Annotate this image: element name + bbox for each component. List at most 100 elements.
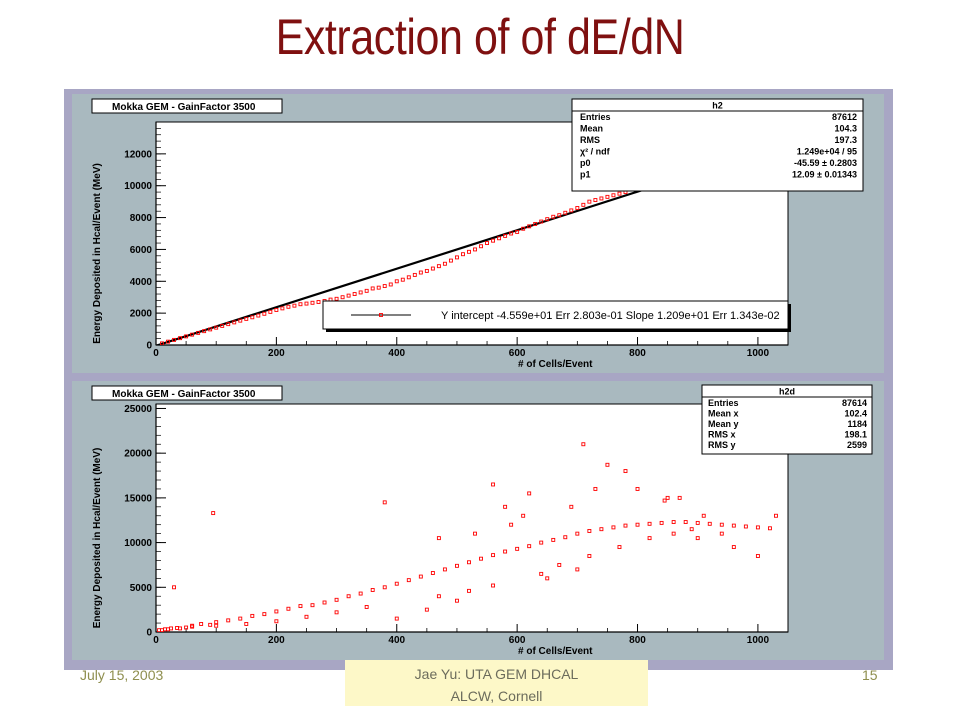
data-layer [157,442,778,632]
data-point [412,272,417,277]
data-point [491,553,496,558]
stats-value: 1184 [847,419,867,429]
y-tick-label: 4000 [130,277,153,288]
stats-value: 1.249e+04 / 95 [797,147,857,157]
data-point [575,531,580,536]
data-point [755,525,760,530]
stats-label: RMS y [708,440,736,450]
data-point [196,330,201,335]
data-point [569,504,574,509]
data-point [352,292,357,296]
data-point [662,498,667,503]
stats-box-title: h2d [779,387,795,397]
data-point [382,500,387,505]
data-point [298,604,303,609]
data-point [184,334,189,339]
data-point [503,233,508,238]
data-point [244,622,249,626]
data-point [406,578,411,583]
data-point [545,217,550,222]
data-point [346,594,351,599]
data-point [533,221,538,226]
data-point [382,284,387,289]
data-point [743,524,748,529]
data-point [695,520,700,525]
data-point [635,522,640,527]
footer-venue: ALCW, Cornell [450,688,543,704]
data-point [448,258,453,263]
data-point [593,486,598,491]
y-tick-label: 20000 [124,449,152,460]
data-point [491,583,496,588]
data-point [455,563,459,568]
data-point [774,513,778,518]
data-point [199,622,204,626]
stats-label: Entries [708,398,739,408]
data-point [394,279,399,284]
y-tick-label: 10000 [124,181,152,192]
data-point [545,576,550,581]
data-point [160,628,164,632]
data-point [701,513,706,518]
plot-title: Mokka GEM - GainFactor 3500 [112,389,256,400]
data-point [731,545,736,550]
data-point [388,282,393,287]
data-point [376,285,381,290]
data-point [479,244,483,249]
data-point [418,270,423,275]
data-point [509,231,514,236]
stats-value: 87612 [832,112,857,122]
data-point [418,574,423,579]
x-tick-label: 600 [509,635,526,646]
data-point [521,226,526,231]
data-point [406,275,411,280]
data-point [665,495,670,500]
data-point [731,523,736,528]
plot-area [155,403,789,633]
data-point [274,308,279,312]
y-tick-label: 6000 [130,245,153,256]
data-point [184,625,189,630]
y-tick-label: 12000 [124,149,152,160]
data-point [611,193,616,198]
stats-value: 87614 [842,398,867,408]
stats-value: 197.3 [834,135,857,145]
data-point [232,320,237,325]
data-point [671,531,676,536]
data-point [238,318,243,323]
data-point [467,560,471,565]
data-point [575,206,580,210]
data-point [226,322,231,327]
data-point [515,229,520,234]
plot-title-box [91,98,283,114]
data-point [364,605,369,609]
stats-label: p1 [580,170,591,180]
data-point [274,619,279,624]
data-point [214,623,219,628]
data-point [605,462,610,467]
data-point [551,214,556,219]
data-point [485,241,489,246]
data-point [226,618,231,623]
stats-label: Mean [580,124,603,134]
data-point [211,511,216,516]
data-point [539,540,544,545]
data-point [491,482,496,487]
data-point [539,219,544,224]
data-point [214,325,219,330]
top-plot-svg: 0 200 400 600 800 100002000400060008000100001… [91,98,864,370]
y-tick-label: 25000 [124,404,152,415]
data-point [503,549,508,554]
stats-label: p0 [580,158,591,168]
legend-label: Y intercept -4.559e+01 Err 2.803e-01 Slo… [441,310,780,322]
data-point [178,336,183,341]
data-point [575,567,580,572]
x-tick-label: 600 [509,348,526,359]
data-point [202,329,207,334]
data-point [491,238,496,243]
data-point [346,293,351,298]
data-point [268,309,273,314]
data-point [244,316,249,321]
data-point [707,521,712,526]
data-point [467,249,471,254]
